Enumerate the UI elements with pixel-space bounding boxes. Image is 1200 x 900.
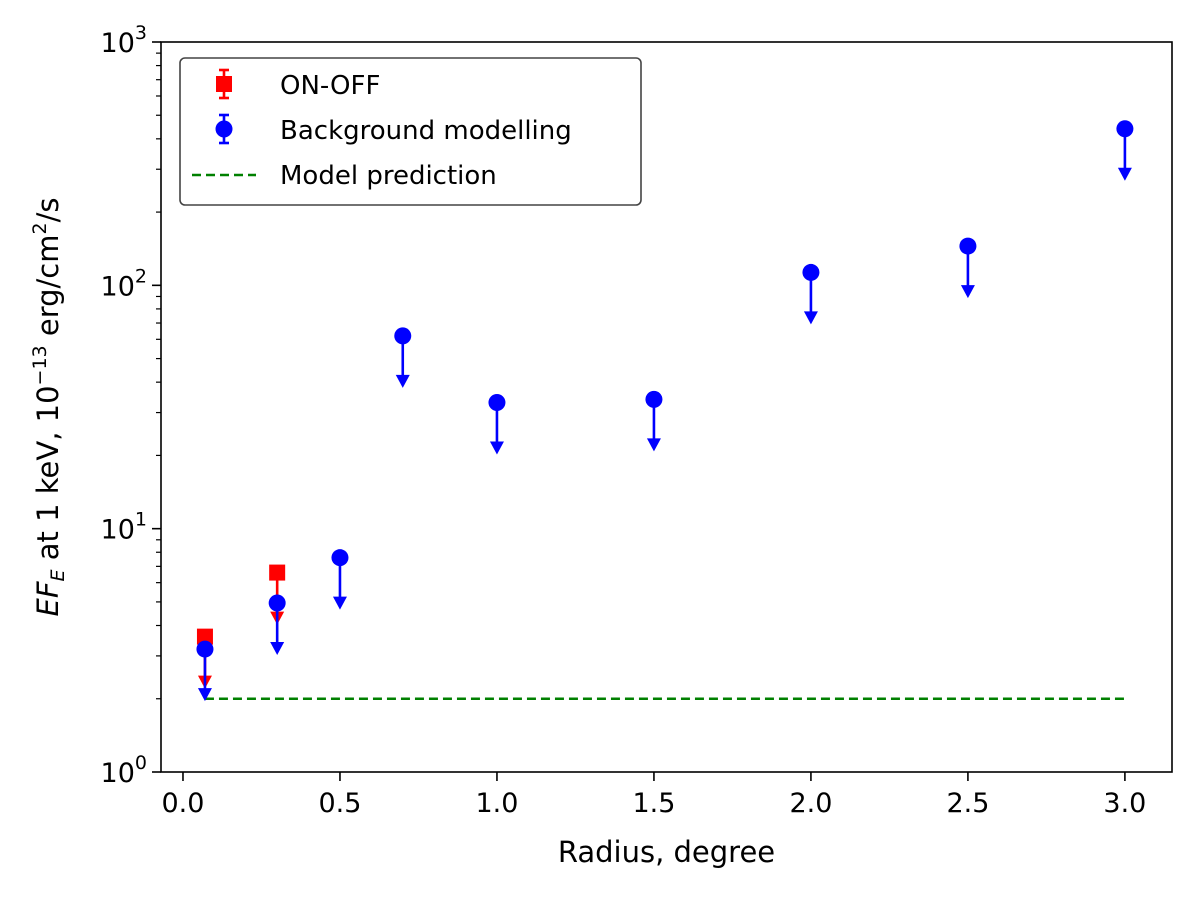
legend-box <box>179 57 642 206</box>
background-modelling-marker <box>488 393 506 411</box>
upper-limit-arrowhead <box>803 311 818 325</box>
x-tick-label: 1.0 <box>475 788 518 819</box>
upper-limit-arrowhead <box>395 374 410 388</box>
x-tick-label: 2.0 <box>789 788 832 819</box>
upper-limit-arrowhead <box>197 688 212 702</box>
y-tick-label: 100 <box>101 752 147 789</box>
legend-swatch-on-off <box>216 68 232 100</box>
x-axis-ticks: 0.0 0.5 1.0 1.5 2.0 2.5 3.0 <box>162 772 1146 819</box>
upper-limit-arrowhead <box>646 438 661 452</box>
background-modelling-marker <box>268 594 286 612</box>
legend: ON-OFF Background modelling Model predic… <box>179 57 642 206</box>
legend-item-model-prediction: Model prediction <box>192 161 497 191</box>
legend-label-on-off: ON-OFF <box>280 71 380 101</box>
y-tick-label: 103 <box>101 22 147 59</box>
upper-limit-arrowhead <box>270 641 285 655</box>
upper-limit-arrowhead <box>1117 167 1132 181</box>
plot-data <box>196 120 1134 702</box>
on-off-marker <box>196 628 213 645</box>
y-tick-label: 102 <box>101 265 147 302</box>
background-modelling-marker <box>331 549 349 567</box>
legend-item-on-off: ON-OFF <box>216 68 380 101</box>
y-minor-ticks <box>156 52 161 700</box>
background-modelling-marker <box>645 390 663 408</box>
y-axis-label: EFE at 1 keV, 10−13 erg/cm2/s <box>29 197 69 616</box>
x-tick-label: 2.5 <box>946 788 989 819</box>
legend-marker <box>216 76 232 92</box>
background-modelling-marker <box>802 263 820 281</box>
legend-item-background-modelling: Background modelling <box>215 113 572 146</box>
y-axis-ticks: 100 101 102 103 <box>101 22 161 789</box>
x-axis-label: Radius, degree <box>558 835 775 869</box>
upper-limit-arrowhead <box>960 285 975 299</box>
legend-label-background-modelling: Background modelling <box>280 116 572 146</box>
legend-swatch-background-modelling <box>215 113 233 145</box>
upper-limit-arrowhead <box>489 441 504 455</box>
background-modelling-marker <box>1116 120 1134 138</box>
y-tick-label: 101 <box>101 509 147 546</box>
x-tick-label: 1.5 <box>632 788 675 819</box>
x-tick-label: 0.5 <box>318 788 361 819</box>
background-modelling-marker <box>196 640 214 658</box>
legend-marker <box>215 120 233 138</box>
background-modelling-marker <box>394 327 412 345</box>
x-tick-label: 0.0 <box>162 788 205 819</box>
legend-label-model-prediction: Model prediction <box>280 161 497 191</box>
upper-limit-arrowhead <box>332 596 347 610</box>
on-off-marker <box>269 564 286 581</box>
plot-frame <box>160 41 1173 773</box>
x-tick-label: 3.0 <box>1103 788 1146 819</box>
background-modelling-marker <box>959 237 977 255</box>
